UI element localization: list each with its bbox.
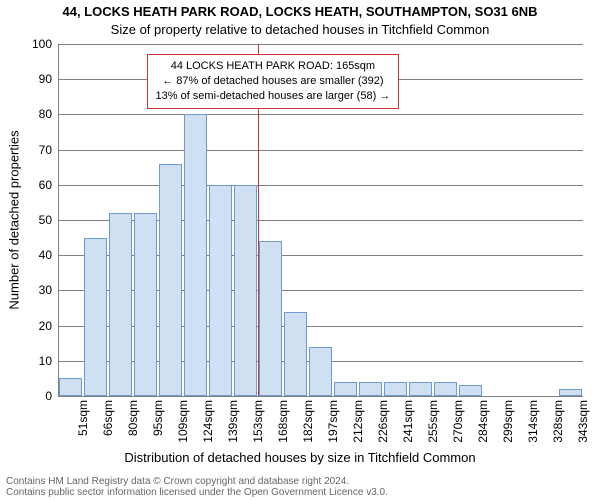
histogram-bar — [234, 185, 257, 396]
x-tick-label: 212sqm — [351, 400, 365, 443]
x-tick-label: 197sqm — [326, 400, 340, 443]
y-tick-label: 20 — [39, 319, 58, 333]
chart-title-line2: Size of property relative to detached ho… — [0, 22, 600, 37]
histogram-bar — [134, 213, 157, 396]
histogram-bar — [309, 347, 332, 396]
x-tick-label: 66sqm — [101, 400, 115, 436]
y-tick-label: 0 — [45, 389, 58, 403]
histogram-bar — [59, 378, 82, 396]
gridline — [58, 44, 583, 45]
histogram-bar — [459, 385, 482, 396]
page-root: 44, LOCKS HEATH PARK ROAD, LOCKS HEATH, … — [0, 0, 600, 500]
histogram-bar — [159, 164, 182, 396]
x-tick-label: 51sqm — [76, 400, 90, 436]
x-axis-label: Distribution of detached houses by size … — [0, 450, 600, 465]
footer-line2: Contains public sector information licen… — [0, 487, 600, 498]
y-tick-label: 100 — [32, 37, 58, 51]
x-tick-label: 168sqm — [276, 400, 290, 443]
histogram-bar — [284, 312, 307, 396]
x-tick-label: 226sqm — [376, 400, 390, 443]
x-tick-label: 270sqm — [451, 400, 465, 443]
y-axis-line — [58, 44, 59, 396]
histogram-bar — [209, 185, 232, 396]
y-tick-label: 30 — [39, 283, 58, 297]
y-tick-label: 10 — [39, 354, 58, 368]
y-tick-label: 40 — [39, 248, 58, 262]
gridline — [58, 185, 583, 186]
chart-plot-area: 010203040506070809010051sqm66sqm80sqm95s… — [58, 44, 583, 396]
x-tick-label: 343sqm — [576, 400, 590, 443]
x-axis-line — [58, 396, 583, 397]
histogram-bar — [359, 382, 382, 396]
x-tick-label: 255sqm — [426, 400, 440, 443]
x-tick-label: 95sqm — [151, 400, 165, 436]
histogram-bar — [84, 238, 107, 396]
chart-title-line1: 44, LOCKS HEATH PARK ROAD, LOCKS HEATH, … — [0, 4, 600, 19]
y-axis-label: Number of detached properties — [7, 130, 22, 309]
footer: Contains HM Land Registry data © Crown c… — [0, 476, 600, 498]
histogram-bar — [259, 241, 282, 396]
histogram-bar — [384, 382, 407, 396]
histogram-bar — [559, 389, 582, 396]
gridline — [58, 114, 583, 115]
x-tick-label: 314sqm — [526, 400, 540, 443]
histogram-bar — [434, 382, 457, 396]
y-tick-label: 60 — [39, 178, 58, 192]
x-tick-label: 153sqm — [251, 400, 265, 443]
footer-line1: Contains HM Land Registry data © Crown c… — [0, 476, 600, 487]
y-tick-label: 80 — [39, 107, 58, 121]
x-tick-label: 80sqm — [126, 400, 140, 436]
annotation-line: 44 LOCKS HEATH PARK ROAD: 165sqm — [156, 59, 391, 74]
x-tick-label: 241sqm — [401, 400, 415, 443]
x-tick-label: 284sqm — [476, 400, 490, 443]
histogram-bar — [109, 213, 132, 396]
x-tick-label: 328sqm — [551, 400, 565, 443]
y-tick-label: 90 — [39, 72, 58, 86]
histogram-bar — [184, 114, 207, 396]
x-tick-label: 299sqm — [501, 400, 515, 443]
x-tick-label: 109sqm — [176, 400, 190, 443]
y-tick-label: 50 — [39, 213, 58, 227]
annotation-line: ← 87% of detached houses are smaller (39… — [156, 74, 391, 89]
y-tick-label: 70 — [39, 143, 58, 157]
annotation-line: 13% of semi-detached houses are larger (… — [156, 89, 391, 104]
x-tick-label: 182sqm — [301, 400, 315, 443]
x-tick-label: 139sqm — [226, 400, 240, 443]
annotation-box: 44 LOCKS HEATH PARK ROAD: 165sqm← 87% of… — [147, 54, 400, 109]
histogram-bar — [409, 382, 432, 396]
x-tick-label: 124sqm — [201, 400, 215, 443]
gridline — [58, 150, 583, 151]
histogram-bar — [334, 382, 357, 396]
